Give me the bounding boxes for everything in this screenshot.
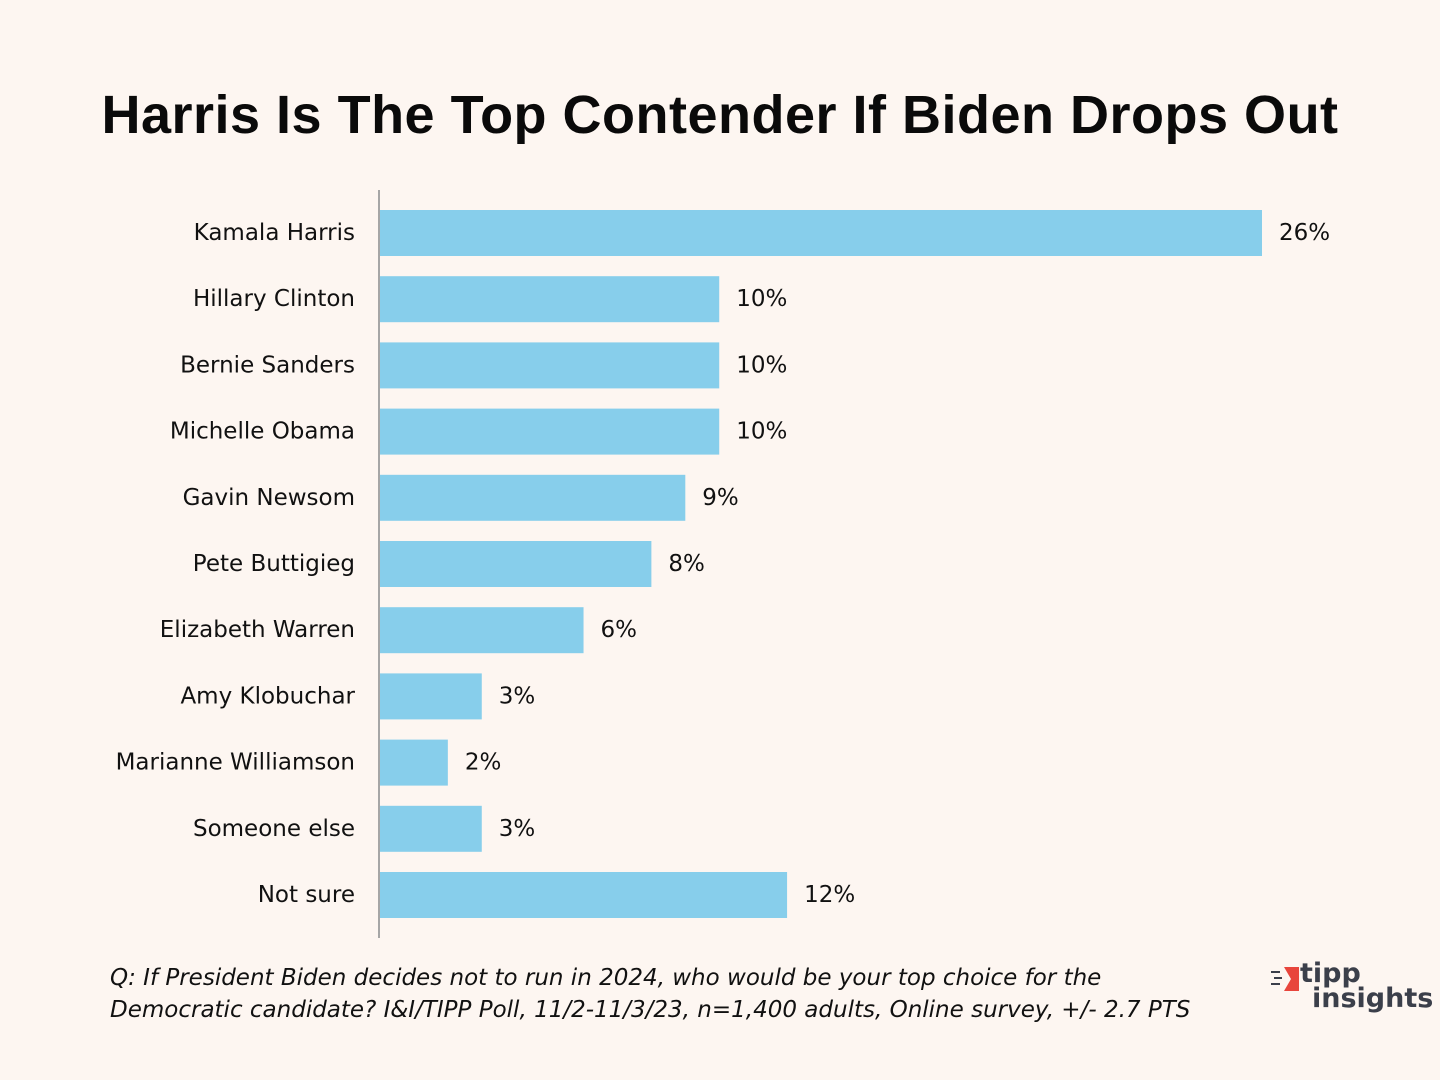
- logo-text-insights: insights: [1312, 983, 1434, 1014]
- category-label: Amy Klobuchar: [180, 683, 355, 709]
- tipp-insights-logo: tipp insights: [1270, 958, 1434, 1022]
- value-label: 10%: [736, 419, 787, 445]
- value-label: 26%: [1279, 220, 1330, 246]
- logo-mark-icon: [1271, 967, 1299, 991]
- value-label: 3%: [499, 683, 536, 709]
- bar: [380, 805, 482, 852]
- footnote-line-1: Q: If President Biden decides not to run…: [110, 965, 1102, 991]
- category-label: Gavin Newsom: [183, 485, 355, 511]
- bar: [380, 673, 482, 720]
- value-label: 3%: [499, 816, 536, 842]
- bar: [380, 872, 788, 918]
- bar: [380, 342, 720, 389]
- category-label: Not sure: [258, 882, 355, 908]
- value-label: 10%: [736, 286, 787, 312]
- bar: [380, 210, 1262, 256]
- value-label: 6%: [601, 617, 638, 643]
- bar: [380, 607, 584, 654]
- value-label: 12%: [804, 882, 855, 908]
- value-label: 9%: [702, 485, 739, 511]
- category-label: Someone else: [193, 816, 355, 842]
- category-label: Kamala Harris: [194, 220, 355, 246]
- category-label: Marianne Williamson: [116, 750, 355, 776]
- category-label: Pete Buttigieg: [193, 551, 355, 577]
- category-label: Michelle Obama: [170, 419, 355, 445]
- bar: [380, 541, 652, 587]
- category-label: Elizabeth Warren: [160, 617, 355, 643]
- category-label: Bernie Sanders: [180, 352, 355, 378]
- value-label: 10%: [736, 352, 787, 378]
- category-label: Hillary Clinton: [193, 286, 355, 312]
- bar: [380, 276, 720, 323]
- footnote-line-2: Democratic candidate? I&I/TIPP Poll, 11/…: [110, 997, 1191, 1023]
- bar: [380, 474, 686, 521]
- value-label: 2%: [465, 750, 502, 776]
- footnote: Q: If President Biden decides not to run…: [110, 962, 1230, 1026]
- chart-title: Harris Is The Top Contender If Biden Dro…: [101, 85, 1339, 145]
- bar: [380, 408, 720, 455]
- logo-text-tipp: tipp: [1300, 958, 1361, 989]
- bar: [380, 739, 448, 786]
- value-label: 8%: [668, 551, 705, 577]
